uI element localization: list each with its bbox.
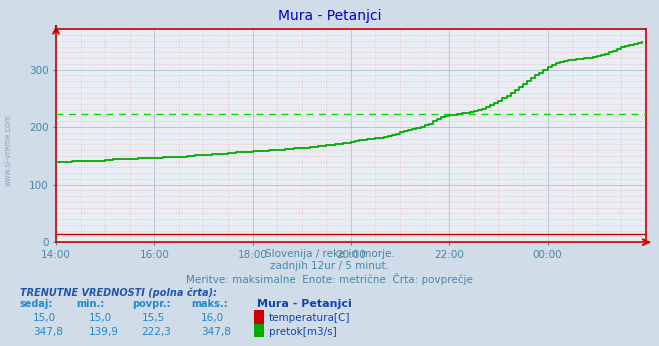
Text: 139,9: 139,9 [89, 327, 119, 337]
Text: maks.:: maks.: [191, 299, 228, 309]
Text: min.:: min.: [76, 299, 104, 309]
Text: Slovenija / reke in morje.: Slovenija / reke in morje. [264, 249, 395, 259]
Text: TRENUTNE VREDNOSTI (polna črta):: TRENUTNE VREDNOSTI (polna črta): [20, 288, 217, 298]
Text: www.si-vreme.com: www.si-vreme.com [4, 115, 13, 186]
Text: 347,8: 347,8 [201, 327, 231, 337]
Text: 347,8: 347,8 [33, 327, 63, 337]
Text: pretok[m3/s]: pretok[m3/s] [269, 327, 337, 337]
Text: povpr.:: povpr.: [132, 299, 170, 309]
Text: 15,5: 15,5 [142, 313, 165, 323]
Text: Mura - Petanjci: Mura - Petanjci [277, 9, 382, 22]
Text: sedaj:: sedaj: [20, 299, 53, 309]
Text: zadnjih 12ur / 5 minut.: zadnjih 12ur / 5 minut. [270, 261, 389, 271]
Text: 222,3: 222,3 [142, 327, 171, 337]
Text: 15,0: 15,0 [33, 313, 56, 323]
Text: Mura - Petanjci: Mura - Petanjci [257, 299, 352, 309]
Text: 16,0: 16,0 [201, 313, 224, 323]
Text: 15,0: 15,0 [89, 313, 112, 323]
Text: Meritve: maksimalne  Enote: metrične  Črta: povprečje: Meritve: maksimalne Enote: metrične Črta… [186, 273, 473, 285]
Text: temperatura[C]: temperatura[C] [269, 313, 351, 323]
